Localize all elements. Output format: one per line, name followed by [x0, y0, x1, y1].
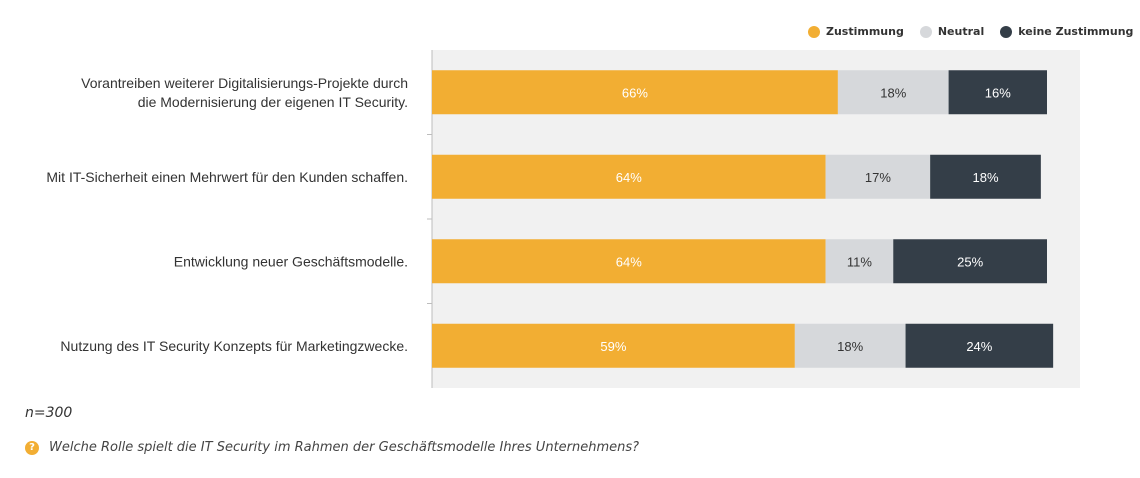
bar-segment-neutral	[825, 154, 931, 199]
bar-segment-keine-zustimmung	[893, 239, 1047, 284]
data-label: 64%	[616, 254, 642, 269]
bar-segment-neutral	[837, 70, 949, 115]
bar-segment-keine-zustimmung	[930, 154, 1041, 199]
data-label: 18%	[837, 339, 863, 354]
data-label: 24%	[966, 339, 992, 354]
survey-question: ? Welche Rolle spielt die IT Security im…	[25, 440, 639, 455]
legend-item-zustimmung[interactable]: Zustimmung	[808, 25, 904, 38]
bar-segment-zustimmung	[432, 239, 826, 284]
legend-dot-zustimmung	[808, 25, 820, 38]
stacked-bar-chart: 66% 18% 16% Vorantreiben weiterer Digitalis…	[46, 50, 1080, 388]
legend-dot-neutral	[919, 25, 932, 38]
bar-segment-keine-zustimmung	[905, 323, 1054, 368]
question-text: Welche Rolle spielt die IT Security im R…	[49, 440, 640, 455]
bar-segment-keine-zustimmung	[948, 70, 1047, 115]
data-label: 18%	[880, 85, 906, 100]
legend-dot-keine-zustimmung	[1000, 25, 1013, 38]
category-label: Vorantreiben weiterer Digitalisierungs-P…	[81, 75, 408, 91]
data-label: 66%	[622, 85, 648, 100]
question-icon: ?	[25, 440, 39, 455]
data-label: 25%	[957, 254, 983, 269]
legend-label-keine-zustimmung: keine Zustimmung	[1018, 25, 1134, 38]
data-label: 18%	[972, 170, 998, 185]
sample-size-note: n=300	[25, 405, 73, 421]
data-label: 17%	[865, 170, 891, 185]
data-label: 11%	[847, 254, 872, 269]
data-label: 59%	[600, 339, 626, 354]
legend-item-neutral[interactable]: Neutral	[919, 25, 985, 38]
bar-segment-neutral	[794, 323, 906, 368]
data-label: 16%	[985, 85, 1011, 100]
bar-segment-zustimmung	[432, 70, 838, 115]
bar-segment-neutral	[825, 239, 894, 284]
bar-segment-zustimmung	[432, 323, 795, 368]
category-label: Entwicklung neuer Geschäftsmodelle.	[174, 253, 408, 269]
bar-segment-zustimmung	[432, 154, 826, 199]
legend-label-zustimmung: Zustimmung	[826, 25, 904, 38]
data-label: 64%	[616, 170, 642, 185]
chart-legend: Zustimmung Neutral keine Zustimmung	[808, 25, 1133, 38]
category-label: Nutzung des IT Security Konzepts für Mar…	[60, 338, 408, 354]
category-label: die Modernisierung der eigenen IT Securi…	[138, 94, 408, 110]
category-label: Mit IT-Sicherheit einen Mehrwert für den…	[46, 169, 408, 185]
legend-item-keine-zustimmung[interactable]: keine Zustimmung	[1000, 25, 1133, 38]
legend-label-neutral: Neutral	[937, 25, 985, 38]
